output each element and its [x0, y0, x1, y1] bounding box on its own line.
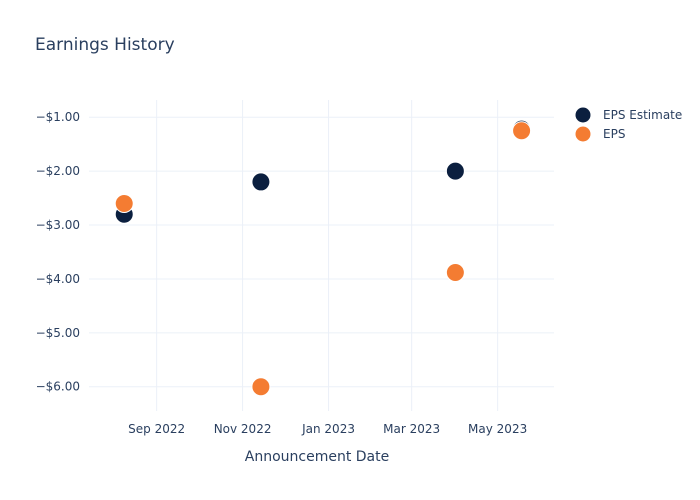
y-axis-ticks: −$1.00 −$2.00 −$3.00 −$4.00 −$5.00 −$6.00 — [36, 110, 80, 393]
gridlines — [89, 100, 554, 411]
x-axis-ticks: Sep 2022 Nov 2022 Jan 2023 Mar 2023 May 2023 — [128, 422, 527, 436]
legend-label[interactable]: EPS — [603, 127, 625, 141]
y-tick-label: −$1.00 — [36, 110, 80, 124]
legend[interactable]: EPS Estimate EPS — [575, 107, 683, 142]
x-axis-title: Announcement Date — [245, 449, 389, 465]
y-tick-label: −$4.00 — [36, 272, 80, 286]
chart-title: Earnings History — [35, 35, 175, 55]
eps-point[interactable] — [114, 193, 134, 213]
eps-estimate-point[interactable] — [251, 172, 271, 192]
x-tick-label: May 2023 — [468, 422, 527, 436]
x-tick-label: Mar 2023 — [383, 422, 440, 436]
legend-label[interactable]: EPS Estimate — [603, 108, 682, 122]
eps-point[interactable] — [512, 121, 532, 141]
x-tick-label: Jan 2023 — [301, 422, 355, 436]
eps-point[interactable] — [445, 262, 465, 282]
y-tick-label: −$6.00 — [36, 380, 80, 394]
y-tick-label: −$5.00 — [36, 326, 80, 340]
y-tick-label: −$3.00 — [36, 218, 80, 232]
eps-estimate-point[interactable] — [445, 161, 465, 181]
x-tick-label: Nov 2022 — [214, 422, 272, 436]
x-tick-label: Sep 2022 — [128, 422, 185, 436]
data-points — [114, 119, 532, 397]
y-tick-label: −$2.00 — [36, 164, 80, 178]
legend-marker[interactable] — [575, 107, 591, 123]
eps-point[interactable] — [251, 377, 271, 397]
legend-marker[interactable] — [575, 126, 591, 142]
